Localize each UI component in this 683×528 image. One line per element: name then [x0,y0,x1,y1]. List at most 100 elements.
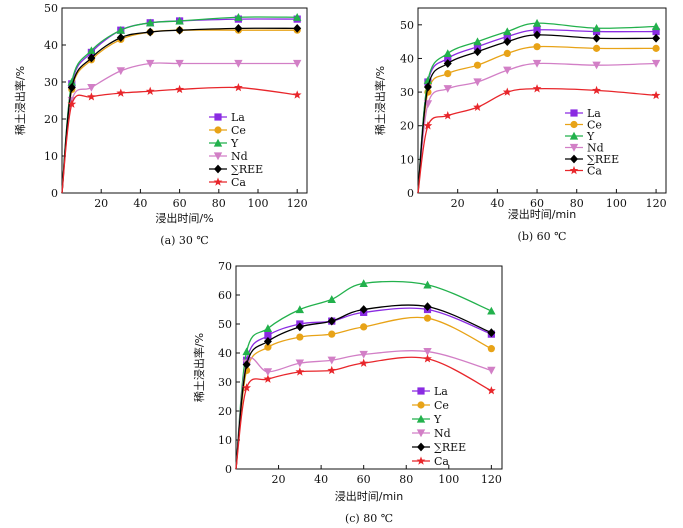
legend-item-y: Y [209,137,239,150]
y-tick-label: 40 [218,347,232,360]
data-point [175,16,184,25]
data-point [423,354,432,363]
data-point [592,33,601,43]
data-point [234,82,243,92]
data-point [87,53,96,63]
legend-item-ca: Ca [209,176,246,189]
series-line [417,45,657,194]
data-point [175,84,184,94]
series-nd [417,59,661,194]
data-point [327,365,337,375]
data-point [360,323,368,331]
legend-marker [416,414,426,423]
y-tick-label: 30 [44,76,58,89]
series-sum-ree [235,302,496,470]
data-point [502,87,512,96]
legend-label: Ca [231,176,246,189]
legend-label: ∑REE [231,163,263,176]
data-point [234,13,243,21]
data-point [592,61,601,70]
data-point [503,49,511,58]
legend-label: Nd [587,142,604,155]
legend-marker [569,131,579,140]
data-point [263,324,273,332]
data-point [295,367,305,376]
panel-caption: (b) 60 ℃ [518,230,567,243]
plot-frame [417,7,667,194]
legend-label: Y [230,137,239,150]
x-tick-label: 120 [646,197,667,210]
data-point [592,85,601,95]
data-point [473,102,482,111]
series-y [235,279,496,470]
data-point [443,49,452,58]
legend-marker [570,109,578,117]
series-line [417,62,657,194]
legend-item-sum-ree: ∑REE [412,441,466,454]
data-point [116,26,125,34]
x-axis-label: 浸出时间/min [508,207,576,221]
data-point [295,359,305,368]
legend-item-ca: Ca [412,455,449,468]
data-point [293,59,302,68]
data-point [234,59,243,68]
plot-frame [61,7,308,194]
x-tick-label: 80 [212,197,226,210]
legend-label: La [434,385,448,398]
series-y [417,18,661,194]
legend-marker [417,401,425,409]
data-point [423,302,432,311]
data-point [116,33,125,42]
data-point [264,332,272,340]
data-point [423,314,432,322]
data-point [327,295,336,303]
legend-label: Ce [434,399,449,412]
y-tick-label: 70 [218,260,232,273]
y-tick-label: 30 [218,376,232,389]
x-tick-label: 60 [173,197,187,210]
chart-panel-2: 0 10 20 30 40 50 20 40 60 80 100 120 浸出时间/min 稀土浸出率/%… [373,7,667,243]
legend-label: Ce [231,124,246,137]
data-point [533,43,541,51]
data-point [532,18,542,27]
data-point [487,306,496,315]
data-point [242,383,252,392]
data-point [423,121,433,130]
data-point [263,368,273,377]
x-tick-label: 80 [399,473,413,486]
data-point [359,305,368,314]
legend-item-ce: Ce [209,124,246,137]
series-line [61,86,298,194]
legend-label: ∑REE [434,441,466,454]
legend-item-ca: Ca [565,165,602,178]
data-point [296,333,304,341]
x-tick-label: 80 [570,197,584,210]
series-ca [417,84,661,194]
y-tick-label: 20 [218,405,232,418]
legend-marker [214,126,222,134]
data-point [473,43,482,51]
data-point [423,280,432,289]
series-la [417,26,660,194]
data-point [175,25,184,35]
data-point [592,23,601,32]
data-point [175,59,184,68]
data-point [651,90,661,100]
data-point [423,347,432,356]
data-point [359,358,369,367]
y-tick-label: 20 [44,113,58,126]
data-point [486,386,496,395]
legend-marker [570,120,578,129]
y-tick-label: 50 [218,318,232,331]
data-point [293,13,302,21]
data-point [532,59,542,68]
legend-marker [213,177,223,186]
series-la [61,15,301,194]
y-axis-label: 稀土浸出率/% [13,66,27,135]
legend-label: Ce [587,119,602,132]
data-point [116,67,125,76]
data-point [444,69,452,78]
series-sum-ree [61,23,302,194]
data-point [487,366,496,375]
x-tick-label: 40 [133,197,147,210]
